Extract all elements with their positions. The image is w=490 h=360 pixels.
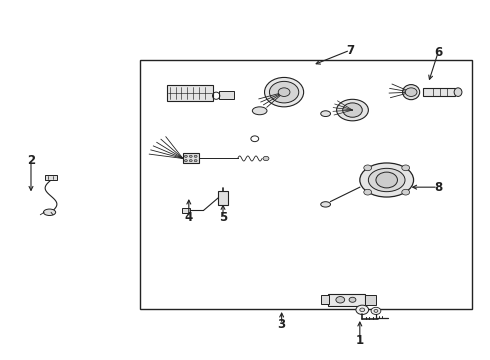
Bar (183, 153, 198, 163)
Bar (328, 294, 365, 306)
Text: 8: 8 (434, 181, 442, 194)
Circle shape (184, 159, 187, 162)
Bar (182, 208, 190, 213)
Text: 6: 6 (434, 46, 442, 59)
Text: 4: 4 (185, 211, 193, 224)
Circle shape (278, 88, 290, 96)
Bar (219, 91, 234, 99)
Circle shape (189, 155, 192, 157)
Bar (167, 85, 213, 101)
Ellipse shape (321, 111, 331, 117)
Circle shape (376, 172, 397, 188)
Bar (423, 88, 455, 96)
Circle shape (184, 155, 187, 157)
Circle shape (356, 305, 368, 315)
Circle shape (364, 165, 371, 171)
Circle shape (360, 308, 365, 312)
Ellipse shape (321, 202, 331, 207)
Ellipse shape (44, 209, 56, 216)
Bar (140, 60, 472, 309)
Bar (218, 192, 228, 205)
Text: 7: 7 (346, 44, 354, 57)
Circle shape (349, 297, 356, 302)
Ellipse shape (265, 77, 304, 107)
Ellipse shape (360, 163, 414, 197)
Circle shape (263, 156, 269, 161)
Bar (365, 295, 376, 305)
Text: 5: 5 (219, 211, 227, 224)
Circle shape (405, 88, 417, 96)
Bar (45, 175, 57, 180)
Circle shape (374, 310, 378, 312)
Circle shape (364, 189, 371, 195)
Circle shape (194, 159, 197, 162)
Ellipse shape (454, 88, 462, 96)
Circle shape (336, 297, 344, 303)
Ellipse shape (252, 107, 267, 115)
Circle shape (402, 165, 410, 171)
Circle shape (189, 159, 192, 162)
Text: 3: 3 (277, 318, 286, 331)
Text: 2: 2 (27, 154, 35, 167)
Ellipse shape (368, 168, 405, 192)
Ellipse shape (337, 99, 368, 121)
Circle shape (371, 307, 381, 315)
Ellipse shape (403, 85, 419, 100)
Circle shape (270, 81, 299, 103)
Text: 1: 1 (356, 334, 364, 347)
Circle shape (402, 189, 410, 195)
Bar (321, 295, 329, 305)
Circle shape (194, 155, 197, 157)
Circle shape (343, 103, 362, 117)
